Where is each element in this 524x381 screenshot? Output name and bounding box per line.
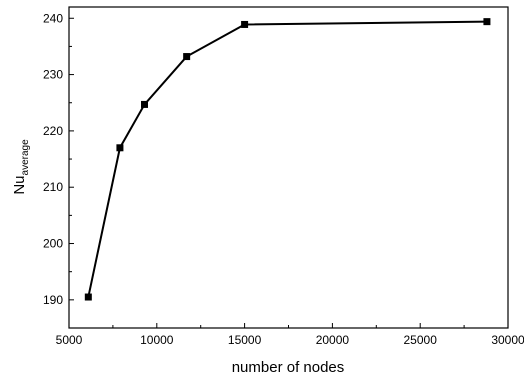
y-axis-title: Nuaverage xyxy=(11,139,31,195)
data-point xyxy=(116,144,124,152)
y-tick-label: 200 xyxy=(43,237,63,251)
y-tick-label: 230 xyxy=(43,68,63,82)
x-tick-label: 10000 xyxy=(140,333,174,347)
y-tick-label: 210 xyxy=(43,180,63,194)
data-point xyxy=(183,53,191,61)
tick-labels: 5000 10000 15000 20000 25000 30000 190 200 210 22… xyxy=(43,11,524,347)
x-axis-title: number of nodes xyxy=(232,359,345,376)
y-tick-label: 190 xyxy=(43,293,63,307)
x-tick-label: 15000 xyxy=(228,333,262,347)
ticks xyxy=(68,17,509,329)
data-point xyxy=(141,100,149,108)
series-line xyxy=(87,20,487,298)
y-tick-label: 220 xyxy=(43,124,63,138)
x-tick-label: 20000 xyxy=(316,333,350,347)
y-axis-title-subscript: average xyxy=(20,139,31,176)
data-point xyxy=(483,18,491,26)
data-point xyxy=(84,293,92,301)
x-tick-label: 25000 xyxy=(404,333,438,347)
data-point xyxy=(241,20,249,28)
plot-frame xyxy=(68,6,509,329)
markers xyxy=(84,18,491,301)
x-tick-label: 30000 xyxy=(491,333,524,347)
x-tick-label: 5000 xyxy=(56,333,83,347)
y-tick-label: 240 xyxy=(43,11,63,25)
y-axis-title-main: Nu xyxy=(11,175,28,194)
